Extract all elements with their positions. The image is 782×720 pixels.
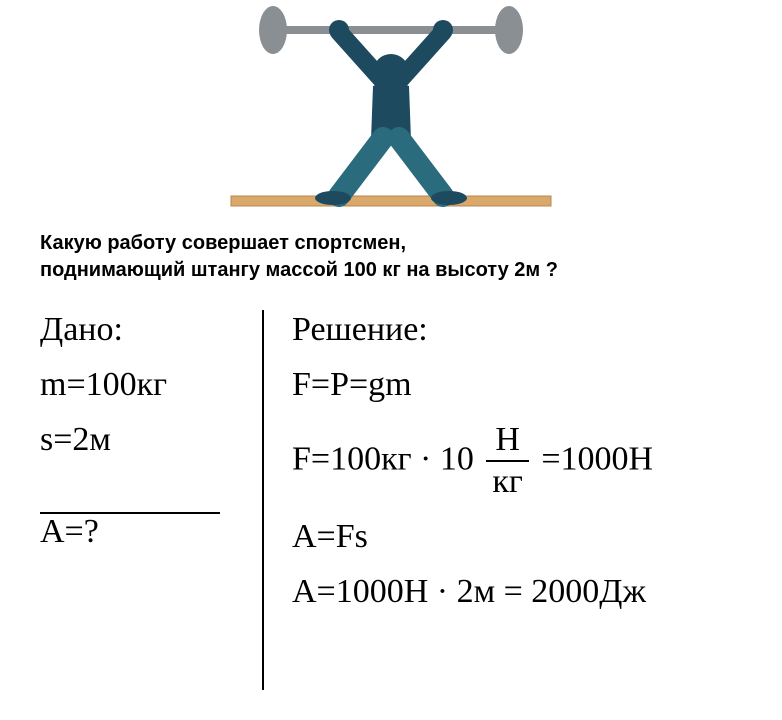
work-calc: A=1000Н · 2м = 2000Дж xyxy=(292,572,653,613)
question-line-2: поднимающий штангу массой 100 кг на высо… xyxy=(40,257,742,284)
question-line-1: Какую работу совершает спортсмен, xyxy=(40,230,742,257)
force-unit-den: кг xyxy=(486,462,528,503)
vertical-divider xyxy=(262,310,264,690)
work-column: Решение: F=P=gm F=100кг · 10 Н кг =1000Н… xyxy=(264,302,653,627)
weightlifter-illustration xyxy=(0,0,782,220)
given-divider xyxy=(40,512,220,514)
problem-question: Какую работу совершает спортсмен, подним… xyxy=(0,220,782,302)
given-distance: s=2м xyxy=(40,420,240,461)
work-definition: A=Fs xyxy=(292,517,653,558)
force-definition: F=P=gm xyxy=(292,365,653,406)
force-unit-fraction: Н кг xyxy=(486,420,528,504)
force-unit-num: Н xyxy=(486,420,528,463)
force-calc-post: =1000Н xyxy=(541,440,653,477)
given-find: A=? xyxy=(40,512,240,553)
solution-block: Дано: m=100кг s=2м A=? Решение: F=P=gm F… xyxy=(0,302,782,627)
force-calc-pre: F=100кг · 10 xyxy=(292,440,474,477)
given-column: Дано: m=100кг s=2м A=? xyxy=(40,302,264,627)
given-title: Дано: xyxy=(40,310,240,351)
solution-title: Решение: xyxy=(292,310,653,351)
force-calc: F=100кг · 10 Н кг =1000Н xyxy=(292,420,653,504)
lifter-svg xyxy=(211,0,571,220)
given-mass: m=100кг xyxy=(40,365,240,406)
